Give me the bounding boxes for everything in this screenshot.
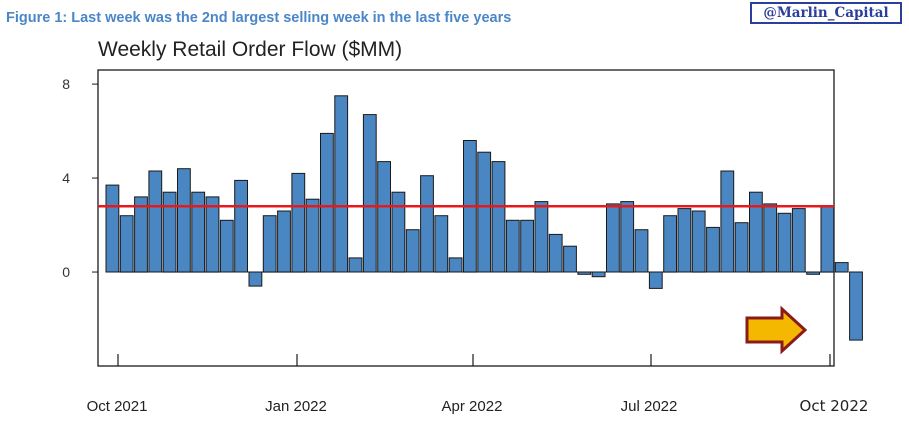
bar [148, 170, 163, 273]
bar [205, 196, 220, 273]
bar [591, 271, 606, 278]
bar [677, 208, 692, 273]
x-axis: Oct 2021 Jan 2022 Apr 2022 Jul 2022 Oct 2022 [87, 354, 869, 415]
bar [248, 271, 263, 287]
bar [334, 95, 349, 273]
bar [648, 271, 663, 289]
bar [448, 257, 463, 273]
x-tick-label: Jan 2022 [265, 398, 327, 415]
bar [563, 245, 577, 273]
bar [320, 132, 334, 273]
author-handle-badge: @Marlin_Capital [750, 2, 902, 24]
bar [434, 215, 449, 273]
bar [119, 215, 134, 273]
bar [834, 262, 849, 273]
bar [362, 114, 377, 273]
bar [777, 212, 792, 273]
bar [548, 233, 563, 273]
x-tick-label: Oct 2021 [87, 398, 148, 415]
bar [177, 168, 191, 273]
bar [763, 203, 778, 273]
x-tick-label: Oct 2022 [800, 397, 869, 415]
bar [791, 208, 806, 273]
bar [348, 257, 363, 273]
bar [520, 219, 535, 273]
bar [391, 191, 406, 273]
bar [291, 172, 306, 273]
bar [691, 210, 706, 273]
y-tick-label: 0 [62, 264, 70, 280]
bar [305, 198, 320, 273]
bar [477, 151, 492, 273]
bar [405, 229, 420, 273]
bar [620, 201, 635, 273]
figure-caption: Figure 1: Last week was the 2nd largest … [6, 10, 512, 26]
bar [634, 229, 649, 273]
bar-series [105, 95, 863, 341]
bar [134, 196, 148, 273]
bar [734, 222, 749, 273]
y-tick-label: 4 [62, 170, 70, 186]
bar [534, 201, 549, 273]
bar [277, 210, 291, 273]
bar [377, 161, 392, 273]
bar [219, 219, 234, 273]
bar [606, 203, 620, 273]
x-tick-label: Jul 2022 [621, 398, 678, 415]
bar [505, 219, 520, 273]
bar [191, 191, 206, 273]
bar [105, 184, 120, 273]
x-tick-label: Apr 2022 [442, 398, 503, 415]
bar [491, 161, 506, 273]
bar [749, 191, 763, 273]
bar [849, 271, 863, 341]
chart-title: Weekly Retail Order Flow ($MM) [98, 38, 403, 61]
bar [820, 205, 835, 273]
bar [234, 179, 248, 273]
bar [262, 215, 277, 273]
y-tick-label: 8 [62, 76, 70, 92]
bar [663, 215, 678, 273]
y-axis: 0 4 8 [62, 76, 98, 280]
bar [420, 175, 434, 273]
bar [706, 226, 720, 273]
bar [162, 191, 177, 273]
arrow-right-icon [745, 305, 808, 355]
bar [720, 170, 735, 273]
